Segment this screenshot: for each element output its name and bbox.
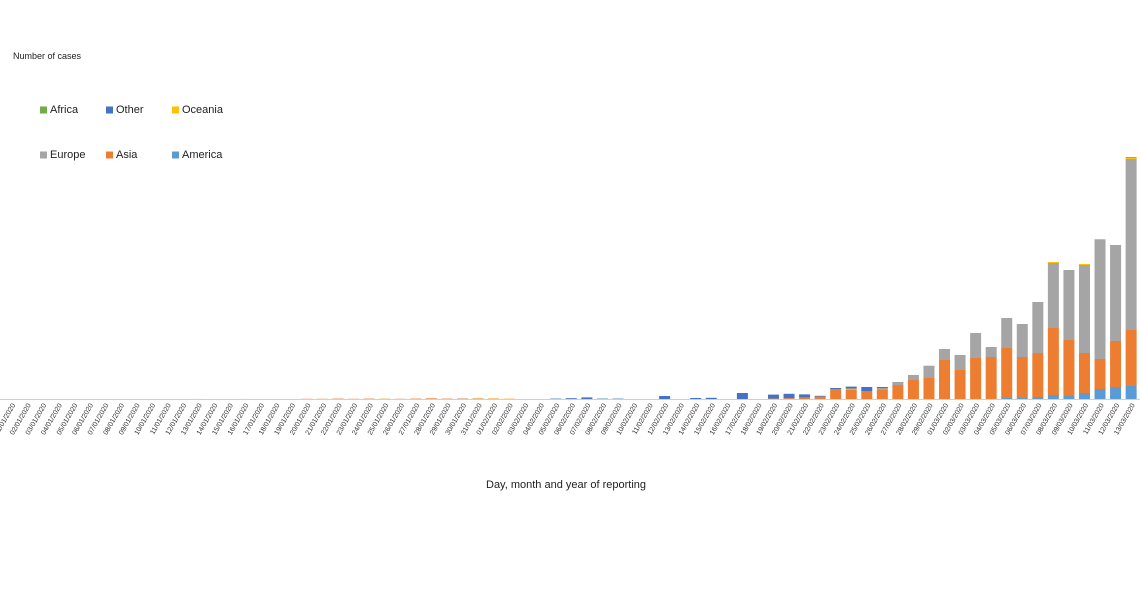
y-axis-title: Number of cases [13, 51, 82, 61]
bar-segment [1047, 262, 1059, 263]
bar-segment [1125, 157, 1137, 158]
legend-swatch [40, 106, 47, 114]
bar-segment [1001, 348, 1013, 398]
bar-segment [705, 397, 717, 399]
bar-segment [565, 398, 577, 399]
bar-segment [1016, 357, 1028, 398]
legend-swatch [172, 106, 179, 114]
bar-segment [861, 391, 873, 399]
legend-label: Africa [50, 104, 79, 116]
bar-segment [892, 385, 904, 399]
bar-segment [1047, 328, 1059, 395]
bar-segment [767, 394, 779, 399]
bar-segment [845, 386, 857, 389]
bar-segment [659, 396, 671, 399]
legend-swatch [172, 151, 179, 159]
bar-segment [1063, 270, 1075, 340]
bar-segment [1125, 330, 1137, 386]
bar-segment [1047, 263, 1059, 328]
bar-segment [970, 358, 982, 399]
bar-segment [1047, 395, 1059, 399]
bar-segment [907, 380, 919, 399]
legend-swatch [106, 151, 113, 159]
legend-label: Other [116, 104, 144, 116]
bar-segment [1110, 245, 1122, 341]
bar-segment [954, 370, 966, 399]
bar-segment [783, 393, 795, 399]
legend-label: America [182, 149, 223, 161]
x-axis-title: Day, month and year of reporting [486, 479, 646, 491]
bar-segment [581, 397, 593, 399]
bar-segment [1125, 386, 1137, 399]
bar-segment [1078, 264, 1090, 265]
bar-segment [907, 375, 919, 380]
bar-segment [1078, 393, 1090, 399]
bar-segment [892, 382, 904, 385]
bar-segment [1032, 397, 1044, 399]
bar-segment [690, 398, 702, 399]
bar-segment [783, 398, 795, 399]
legend-swatch [106, 106, 113, 114]
bar-segment [1094, 239, 1106, 240]
bar-segment [830, 389, 842, 399]
bar-segment [425, 398, 437, 399]
bar-segment [814, 396, 826, 399]
bar-segment [1032, 302, 1044, 353]
bar-segment [1016, 324, 1028, 357]
bar-segment [1094, 359, 1106, 389]
bar-segment [1125, 157, 1137, 159]
bar-segment [845, 389, 857, 390]
bar-segment [1125, 159, 1137, 330]
bar-segment [814, 395, 826, 397]
bar-segment [861, 387, 873, 391]
bar-segment [985, 347, 997, 357]
legend-label: Europe [50, 149, 85, 161]
bar-segment [736, 393, 748, 399]
bar-segment [876, 388, 888, 390]
legend-label: Asia [116, 149, 138, 161]
bar-segment [799, 394, 811, 398]
bar-segment [1001, 318, 1013, 348]
bar-segment [876, 390, 888, 399]
bar-segment [799, 397, 811, 399]
bar-segment [1110, 387, 1122, 399]
legend-swatch [40, 151, 47, 159]
bar-segment [1063, 340, 1075, 396]
bar-segment [939, 349, 951, 360]
bar-segment [1094, 389, 1106, 399]
bar-segment [954, 355, 966, 370]
bar-segment [876, 387, 888, 388]
bar-segment [1016, 398, 1028, 399]
bar-segment [1094, 240, 1106, 359]
bar-segment [923, 366, 935, 378]
bar-segment [939, 360, 951, 399]
bar-segment [1032, 353, 1044, 397]
bar-segment [845, 390, 857, 399]
bar-segment [923, 378, 935, 399]
bar-segment [830, 388, 842, 389]
bar-segment [1078, 265, 1090, 353]
bar-segment [970, 333, 982, 358]
bar-segment [1078, 353, 1090, 393]
bar-segment [985, 357, 997, 399]
bar-segment [1063, 396, 1075, 399]
legend-label: Oceania [182, 104, 224, 116]
bar-segment [845, 388, 857, 390]
bar-segment [1001, 398, 1013, 399]
bar-segment [1110, 341, 1122, 387]
